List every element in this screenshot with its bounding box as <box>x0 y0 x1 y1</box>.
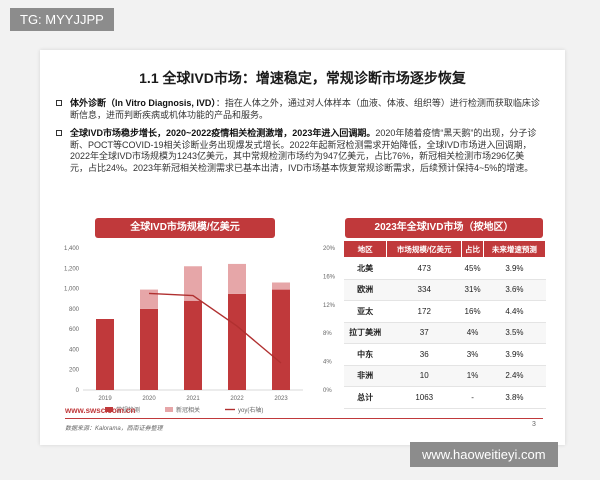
y-right-tick-label: 0% <box>323 388 332 394</box>
table-cell-size: 473 <box>386 257 462 280</box>
footer-divider <box>65 418 543 419</box>
table-cell-size: 37 <box>386 322 462 344</box>
market-size-chart: 0 200 400 600 800 1,000 1,200 1,400 0% 4% 8% 12% 16%… <box>64 246 335 414</box>
table-row: 亚太 172 16% 4.4% <box>343 300 546 323</box>
y-tick-label: 1,200 <box>64 266 80 272</box>
bar-covid <box>272 282 290 290</box>
legend-label-yoy: yoy(右轴) <box>238 406 263 414</box>
table-cell-region: 拉丁美洲 <box>343 322 387 344</box>
table-cell-share: 16% <box>461 300 484 323</box>
table-row: 非洲 10 1% 2.4% <box>343 365 546 387</box>
table-cell-region: 欧洲 <box>343 279 387 301</box>
bar-covid <box>140 289 158 309</box>
bullet-lead: 全球IVD市场稳步增长，2020~2022疫情相关检测激增，2023年进入回调期… <box>70 128 376 138</box>
y-tick-label: 200 <box>69 368 80 374</box>
y-tick-label: 600 <box>69 327 80 333</box>
bullet-text: 2020年随着疫情“黑天鹅”的出现，分子诊断、POCT等COVID-19相关诊断… <box>70 128 537 173</box>
chart-title: 全球IVD市场规模/亿美元 <box>95 218 275 238</box>
table-cell-share: - <box>461 386 484 409</box>
bar-routine <box>96 319 114 390</box>
table-header-cell: 未来增速预测 <box>482 240 547 258</box>
table-header-cell: 占比 <box>461 240 484 258</box>
table-cell-size: 1063 <box>386 386 462 409</box>
table-cell-size: 36 <box>386 343 462 366</box>
table-cell-share: 3% <box>461 343 484 366</box>
table-cell-growth: 3.5% <box>483 322 546 344</box>
table-header-row: 地区 市场规模/亿美元 占比 未来增速预测 <box>342 240 547 258</box>
slide: 1.1 全球IVD市场：增速稳定，常规诊断市场逐步恢复 体外诊断（In Vitr… <box>40 50 565 445</box>
bullet-market: 全球IVD市场稳步增长，2020~2022疫情相关检测激增，2023年进入回调期… <box>56 128 540 174</box>
table-cell-share: 45% <box>461 257 484 280</box>
table-row: 中东 36 3% 3.9% <box>343 343 546 366</box>
table-cell-region: 中东 <box>343 343 387 366</box>
y-tick-label: 800 <box>69 307 80 313</box>
legend-label-routine: 常规检测 <box>116 406 140 414</box>
table-row: 欧洲 334 31% 3.6% <box>343 279 546 301</box>
table-title: 2023年全球IVD市场（按地区） <box>345 218 543 238</box>
bar-routine <box>272 289 290 390</box>
table-cell-share: 31% <box>461 279 484 301</box>
bullet-text: ：指在人体之外，通过对人体样本（血液、体液、组织等）进行检测而获取临床诊断信息，… <box>70 98 540 120</box>
legend-swatch-covid <box>165 407 173 412</box>
y-right-tick-label: 16% <box>323 274 335 280</box>
region-table: 地区 市场规模/亿美元 占比 未来增速预测 北美 473 45% 3.9% 欧洲… <box>342 240 547 409</box>
table-cell-region: 北美 <box>343 257 387 280</box>
watermark-top-left: TG: MYYJJPP <box>10 8 114 31</box>
table-header-cell: 市场规模/亿美元 <box>386 240 463 258</box>
table-cell-region: 总计 <box>343 386 387 409</box>
y-tick-label: 1,400 <box>64 246 80 252</box>
bullet-square-icon <box>56 100 62 106</box>
bar-routine <box>140 308 158 390</box>
legend-swatch-routine <box>105 407 113 412</box>
bullet-lead: 体外诊断（In Vitro Diagnosis, IVD） <box>70 98 216 108</box>
table-cell-region: 亚太 <box>343 300 387 323</box>
table-row-total: 总计 1063 - 3.8% <box>343 386 546 409</box>
bar-routine <box>228 293 246 390</box>
slide-title: 1.1 全球IVD市场：增速稳定，常规诊断市场逐步恢复 <box>139 70 466 86</box>
legend-label-covid: 新冠相关 <box>176 406 200 414</box>
data-source: 数据来源：Kalorama，西南证券整理 <box>65 426 163 432</box>
table-cell-growth: 3.6% <box>483 279 546 301</box>
footer-url: www.swsc.com.cn <box>65 406 136 415</box>
table-row: 拉丁美洲 37 4% 3.5% <box>343 322 546 344</box>
table-cell-size: 10 <box>386 365 462 387</box>
y-right-tick-label: 12% <box>323 303 335 309</box>
table-cell-share: 4% <box>461 322 484 344</box>
bullet-square-icon <box>56 130 62 136</box>
x-tick-label: 2020 <box>142 396 156 402</box>
x-tick-label: 2021 <box>186 396 200 402</box>
y-tick-label: 0 <box>76 388 80 394</box>
yoy-line <box>148 292 282 364</box>
table-cell-growth: 2.4% <box>483 365 546 387</box>
table-row: 北美 473 45% 3.9% <box>343 257 546 280</box>
table-cell-size: 172 <box>386 300 462 323</box>
table-cell-growth: 3.9% <box>483 343 546 366</box>
table-header-cell: 地区 <box>342 240 388 258</box>
bar-covid <box>228 263 246 294</box>
bar-routine <box>184 300 202 390</box>
x-tick-label: 2022 <box>230 396 244 402</box>
table-cell-growth: 3.8% <box>483 386 546 409</box>
y-tick-label: 1,000 <box>64 287 80 293</box>
bar-covid <box>184 266 202 301</box>
x-tick-label: 2019 <box>98 396 112 402</box>
x-tick-label: 2023 <box>274 396 288 402</box>
watermark-bottom-right: www.haoweitieyi.com <box>410 442 558 467</box>
y-right-tick-label: 8% <box>323 331 332 337</box>
table-cell-growth: 4.4% <box>483 300 546 323</box>
table-cell-size: 334 <box>386 279 462 301</box>
table-cell-region: 非洲 <box>343 365 387 387</box>
y-right-tick-label: 4% <box>323 360 332 366</box>
page-number: 3 <box>532 421 536 428</box>
y-right-tick-label: 20% <box>323 246 335 252</box>
y-tick-label: 400 <box>69 347 80 353</box>
table-cell-growth: 3.9% <box>483 257 546 280</box>
bullet-definition: 体外诊断（In Vitro Diagnosis, IVD）：指在人体之外，通过对… <box>56 98 540 121</box>
table-cell-share: 1% <box>461 365 484 387</box>
